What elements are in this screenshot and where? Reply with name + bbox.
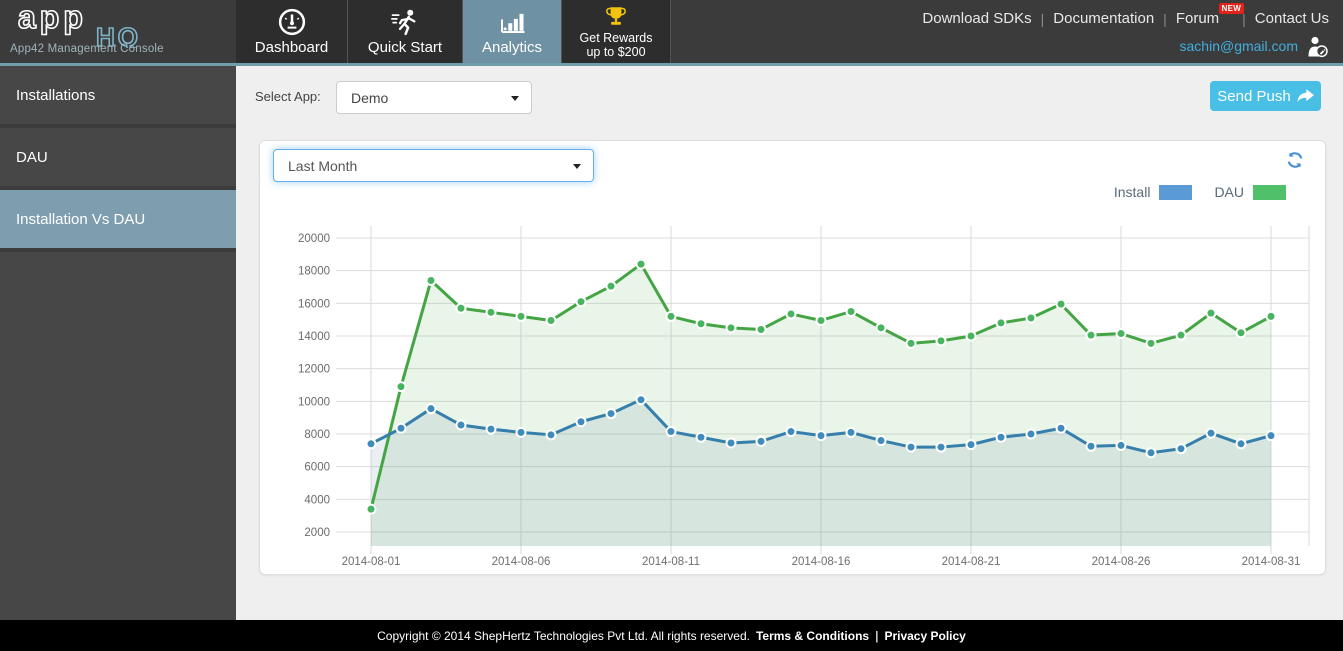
legend-label: Install bbox=[1113, 184, 1151, 200]
footer: Copyright © 2014 ShepHertz Technologies … bbox=[0, 620, 1343, 651]
separator: | bbox=[1040, 10, 1045, 27]
profile-edit-icon[interactable] bbox=[1305, 34, 1329, 58]
apphq-logo-icon: app HQ bbox=[18, 2, 141, 48]
user-email[interactable]: sachin@gmail.com bbox=[1179, 38, 1298, 54]
tab-label: Analytics bbox=[481, 39, 543, 56]
nav-tabs: Dashboard Quick Start Analytics bbox=[236, 0, 671, 63]
separator: | bbox=[1163, 10, 1167, 27]
sidebar-item-label: Installations bbox=[16, 86, 96, 104]
bar-chart-icon bbox=[501, 13, 525, 33]
sidebar-item-label: DAU bbox=[16, 148, 48, 166]
app-select[interactable]: Demo bbox=[336, 81, 532, 114]
svg-text:2014-08-11: 2014-08-11 bbox=[642, 556, 700, 568]
new-badge: NEW bbox=[1218, 3, 1245, 14]
chart-legend: Install DAU bbox=[1114, 184, 1286, 200]
sidebar: Installations DAU Installation Vs DAU bbox=[0, 66, 236, 620]
svg-text:18000: 18000 bbox=[298, 266, 330, 278]
send-push-button[interactable]: Send Push bbox=[1210, 81, 1321, 111]
date-range-value: Last Month bbox=[288, 157, 358, 174]
terms-link[interactable]: Terms & Conditions bbox=[755, 628, 870, 643]
tab-analytics[interactable]: Analytics bbox=[463, 0, 562, 63]
send-arrow-icon bbox=[1297, 89, 1314, 102]
legend-item-install: Install bbox=[1114, 184, 1193, 200]
main-content: Select App: Demo Send Push Last Month In… bbox=[236, 66, 1343, 620]
legend-label: DAU bbox=[1214, 184, 1244, 200]
app-select-value: Demo bbox=[351, 89, 389, 106]
svg-text:10000: 10000 bbox=[298, 396, 330, 408]
svg-text:2000: 2000 bbox=[304, 527, 330, 539]
logo-word-hq: HQ bbox=[96, 22, 141, 48]
separator: | bbox=[875, 628, 879, 643]
svg-text:2014-08-26: 2014-08-26 bbox=[1092, 556, 1151, 568]
svg-text:12000: 12000 bbox=[298, 364, 330, 376]
tab-quick-start[interactable]: Quick Start bbox=[348, 0, 463, 63]
top-navbar: app HQ App42 Management Console Dashboar… bbox=[0, 0, 1343, 66]
svg-text:16000: 16000 bbox=[298, 298, 330, 310]
privacy-link[interactable]: Privacy Policy bbox=[884, 628, 966, 643]
runner-icon bbox=[391, 9, 416, 36]
gauge-icon bbox=[278, 8, 305, 36]
tab-dashboard[interactable]: Dashboard bbox=[236, 0, 348, 63]
app-logo[interactable]: app HQ App42 Management Console bbox=[0, 0, 236, 63]
copyright-text: Copyright © 2014 ShepHertz Technologies … bbox=[377, 628, 750, 643]
tab-label: Dashboard bbox=[254, 39, 329, 56]
sidebar-item-installations[interactable]: Installations bbox=[0, 66, 236, 128]
svg-text:8000: 8000 bbox=[304, 429, 330, 441]
svg-text:14000: 14000 bbox=[298, 331, 330, 343]
svg-text:2014-08-06: 2014-08-06 bbox=[492, 556, 551, 568]
svg-text:2014-08-16: 2014-08-16 bbox=[792, 556, 851, 568]
link-download-sdks[interactable]: Download SDKs bbox=[922, 10, 1032, 27]
svg-text:2014-08-01: 2014-08-01 bbox=[342, 556, 401, 568]
chevron-down-icon bbox=[511, 95, 519, 101]
link-documentation[interactable]: Documentation bbox=[1053, 10, 1155, 27]
sidebar-item-label: Installation Vs DAU bbox=[16, 210, 146, 228]
logo-word-app: app bbox=[18, 2, 87, 35]
date-range-select[interactable]: Last Month bbox=[273, 149, 594, 182]
sidebar-item-installation-vs-dau[interactable]: Installation Vs DAU bbox=[0, 190, 236, 252]
svg-text:20000: 20000 bbox=[298, 233, 330, 245]
select-app-label: Select App: bbox=[255, 89, 321, 104]
refresh-icon[interactable] bbox=[1285, 150, 1305, 170]
legend-swatch-install bbox=[1159, 184, 1193, 200]
svg-text:2014-08-31: 2014-08-31 bbox=[1242, 556, 1301, 568]
logo-subtitle: App42 Management Console bbox=[10, 43, 164, 55]
svg-text:4000: 4000 bbox=[304, 494, 330, 506]
svg-text:6000: 6000 bbox=[304, 462, 330, 474]
svg-text:2014-08-21: 2014-08-21 bbox=[942, 556, 1001, 568]
legend-item-dau: DAU bbox=[1214, 184, 1286, 200]
trophy-icon bbox=[606, 7, 626, 25]
link-contact-us[interactable]: Contact Us bbox=[1254, 10, 1329, 27]
tab-label: Quick Start bbox=[367, 39, 443, 56]
tab-label: Get Rewards up to $200 bbox=[579, 31, 653, 59]
chevron-down-icon bbox=[573, 163, 581, 169]
separator: | bbox=[1242, 10, 1246, 27]
tab-get-rewards[interactable]: Get Rewards up to $200 bbox=[562, 0, 671, 63]
chart-panel: Last Month Install DAU 2000 4000 6000 8000 1… bbox=[259, 140, 1326, 575]
nav-links: Download SDKs | Documentation | Forum NEW… bbox=[922, 3, 1329, 27]
link-forum[interactable]: Forum NEW bbox=[1176, 3, 1245, 27]
legend-swatch-dau bbox=[1253, 184, 1286, 200]
sidebar-item-dau[interactable]: DAU bbox=[0, 128, 236, 190]
nav-right: Download SDKs | Documentation | Forum NEW… bbox=[922, 0, 1329, 63]
line-chart[interactable]: 2000 4000 6000 8000 10000 12000 14000 16000 1800… bbox=[260, 141, 1325, 574]
